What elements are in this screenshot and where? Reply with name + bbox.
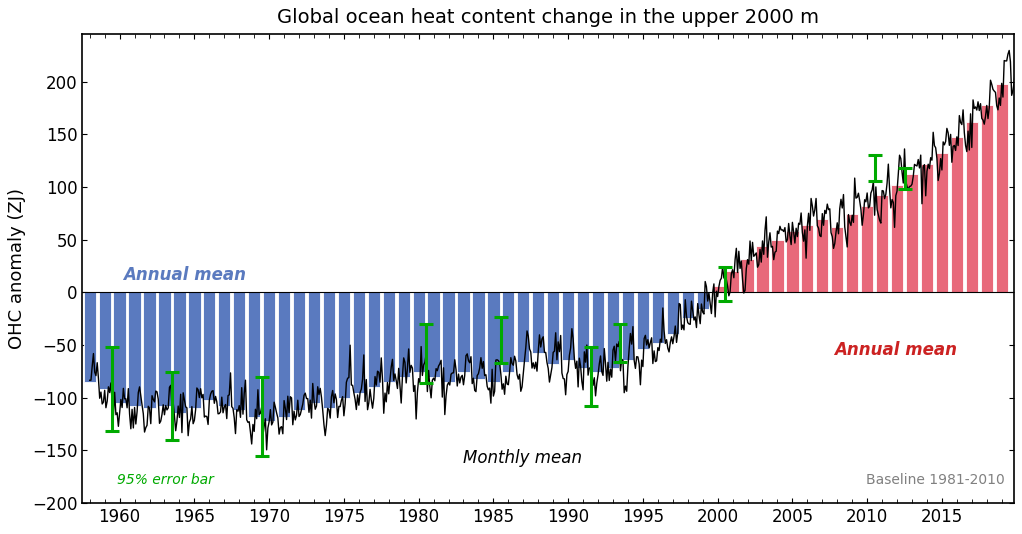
- Bar: [772, 240, 784, 292]
- Bar: [413, 292, 425, 372]
- Bar: [248, 292, 261, 417]
- Bar: [682, 292, 694, 318]
- Bar: [846, 215, 858, 292]
- Bar: [891, 185, 903, 292]
- Bar: [188, 292, 200, 408]
- Bar: [278, 292, 290, 417]
- Bar: [621, 292, 634, 360]
- Text: Baseline 1981-2010: Baseline 1981-2010: [866, 473, 1005, 487]
- Bar: [577, 292, 590, 368]
- Bar: [517, 292, 529, 362]
- Text: Annual mean: Annual mean: [123, 266, 245, 284]
- Bar: [950, 137, 963, 292]
- Title: Global ocean heat content change in the upper 2000 m: Global ocean heat content change in the …: [277, 9, 819, 27]
- Bar: [472, 292, 484, 379]
- Bar: [711, 286, 724, 292]
- Bar: [966, 122, 978, 292]
- Text: 95% error bar: 95% error bar: [117, 473, 214, 487]
- Bar: [293, 292, 306, 410]
- Bar: [831, 227, 843, 292]
- Bar: [786, 231, 798, 292]
- Bar: [382, 292, 394, 382]
- Bar: [592, 292, 604, 372]
- Bar: [562, 292, 574, 360]
- Bar: [337, 292, 350, 397]
- Bar: [905, 175, 918, 292]
- Bar: [98, 292, 110, 389]
- Bar: [547, 292, 559, 364]
- Bar: [203, 292, 216, 399]
- Bar: [263, 292, 275, 421]
- Bar: [502, 292, 514, 372]
- Bar: [981, 105, 993, 292]
- Bar: [487, 292, 500, 382]
- Bar: [666, 292, 679, 334]
- Bar: [368, 292, 380, 387]
- Bar: [218, 292, 230, 406]
- Bar: [936, 153, 948, 292]
- Bar: [443, 292, 455, 382]
- Bar: [308, 292, 320, 403]
- Bar: [861, 206, 873, 292]
- Bar: [158, 292, 171, 406]
- Bar: [607, 292, 619, 368]
- Bar: [84, 292, 96, 382]
- Bar: [353, 292, 365, 394]
- Bar: [398, 292, 410, 376]
- Bar: [323, 292, 335, 408]
- Bar: [921, 164, 933, 292]
- Bar: [652, 292, 664, 343]
- Bar: [143, 292, 155, 408]
- Bar: [458, 292, 470, 372]
- Text: Annual mean: Annual mean: [834, 341, 957, 359]
- Bar: [113, 292, 126, 403]
- Bar: [756, 246, 769, 292]
- Bar: [817, 218, 829, 292]
- Bar: [876, 195, 888, 292]
- Bar: [995, 84, 1008, 292]
- Bar: [233, 292, 245, 410]
- Text: Monthly mean: Monthly mean: [464, 449, 583, 467]
- Bar: [697, 292, 709, 309]
- Bar: [741, 258, 753, 292]
- Bar: [427, 292, 439, 376]
- Bar: [801, 225, 814, 292]
- Bar: [129, 292, 141, 406]
- Bar: [727, 271, 739, 292]
- Bar: [532, 292, 545, 354]
- Y-axis label: OHC anomaly (ZJ): OHC anomaly (ZJ): [8, 188, 27, 349]
- Bar: [174, 292, 186, 413]
- Bar: [637, 292, 649, 349]
